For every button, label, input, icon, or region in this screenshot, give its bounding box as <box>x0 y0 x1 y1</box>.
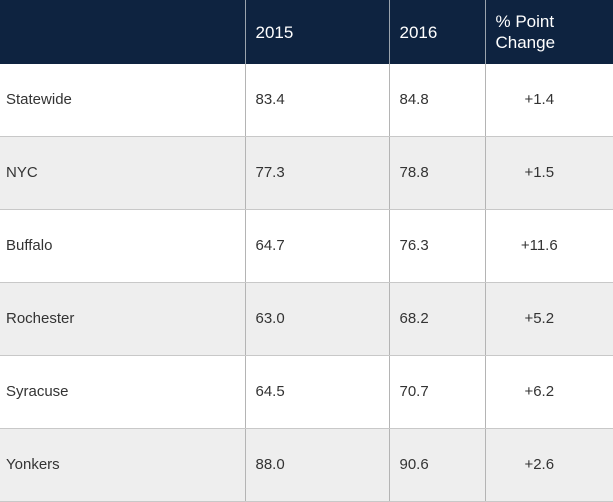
value-2016-cell: 84.8 <box>388 64 485 137</box>
table-row: Buffalo 64.7 76.3 +11.6 <box>0 209 613 283</box>
table-body: Statewide 83.4 84.8 +1.4 NYC 77.3 78.8 +… <box>0 64 613 502</box>
table-row: NYC 77.3 78.8 +1.5 <box>0 136 613 210</box>
point-change-cell: +11.6 <box>484 209 613 283</box>
value-2015-cell: 64.7 <box>244 209 389 283</box>
header-row: 2015 2016 % Point Change <box>0 0 613 64</box>
place-cell: Syracuse <box>0 355 245 429</box>
value-2016-cell: 90.6 <box>388 428 485 502</box>
table-row: Syracuse 64.5 70.7 +6.2 <box>0 355 613 429</box>
value-2016-cell: 68.2 <box>388 282 485 356</box>
place-cell: Yonkers <box>0 428 245 502</box>
table-header: 2015 2016 % Point Change <box>0 0 613 64</box>
header-cell-2016: 2016 <box>388 0 485 64</box>
header-cell-2015: 2015 <box>244 0 389 64</box>
value-2015-cell: 83.4 <box>244 64 389 137</box>
value-2015-cell: 63.0 <box>244 282 389 356</box>
place-cell: NYC <box>0 136 245 210</box>
point-change-cell: +5.2 <box>484 282 613 356</box>
table-row: Yonkers 88.0 90.6 +2.6 <box>0 428 613 502</box>
point-change-cell: +6.2 <box>484 355 613 429</box>
value-2015-cell: 64.5 <box>244 355 389 429</box>
value-2016-cell: 76.3 <box>388 209 485 283</box>
point-change-cell: +1.5 <box>484 136 613 210</box>
table-row: Statewide 83.4 84.8 +1.4 <box>0 64 613 137</box>
place-cell: Statewide <box>0 64 245 137</box>
point-change-cell: +1.4 <box>484 64 613 137</box>
place-cell: Buffalo <box>0 209 245 283</box>
value-2015-cell: 77.3 <box>244 136 389 210</box>
table-row: Rochester 63.0 68.2 +5.2 <box>0 282 613 356</box>
header-cell-place <box>0 0 245 64</box>
value-2015-cell: 88.0 <box>244 428 389 502</box>
value-2016-cell: 78.8 <box>388 136 485 210</box>
place-cell: Rochester <box>0 282 245 356</box>
point-change-cell: +2.6 <box>484 428 613 502</box>
value-2016-cell: 70.7 <box>388 355 485 429</box>
header-cell-point-change: % Point Change <box>484 0 613 64</box>
